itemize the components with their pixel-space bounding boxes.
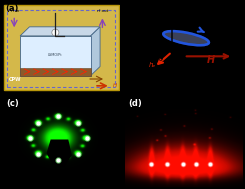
- Ellipse shape: [163, 31, 209, 45]
- Bar: [7, 10, 115, 87]
- Polygon shape: [20, 36, 91, 76]
- Text: LSMO/Pt: LSMO/Pt: [48, 53, 63, 57]
- Text: (a): (a): [5, 4, 18, 13]
- Text: rf out: rf out: [97, 9, 108, 13]
- Text: (b): (b): [127, 5, 141, 14]
- Text: y: y: [137, 72, 142, 81]
- Text: hₑ: hₑ: [148, 62, 156, 68]
- Text: θ: θ: [159, 56, 163, 62]
- Text: x: x: [238, 47, 243, 57]
- Text: Sample rotation (ϕ): Sample rotation (ϕ): [159, 12, 220, 16]
- Text: (c): (c): [6, 99, 19, 108]
- Polygon shape: [47, 139, 72, 167]
- Bar: [20, 68, 91, 76]
- Polygon shape: [20, 27, 100, 36]
- Text: CPW: CPW: [8, 77, 21, 82]
- Circle shape: [52, 29, 59, 36]
- Text: (d): (d): [128, 99, 142, 108]
- Text: H: H: [113, 83, 117, 88]
- Text: z: z: [166, 2, 171, 11]
- Text: H: H: [207, 55, 215, 65]
- Text: rf in: rf in: [11, 9, 19, 13]
- Polygon shape: [91, 27, 100, 76]
